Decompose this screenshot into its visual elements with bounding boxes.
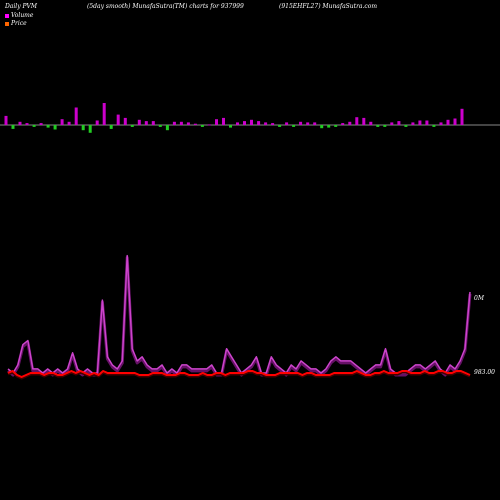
- pvm-bar: [81, 125, 85, 131]
- legend-volume-label: Volume: [11, 12, 34, 19]
- pvm-bar: [390, 122, 394, 125]
- pvm-bar: [362, 117, 366, 125]
- pvm-bar: [376, 125, 380, 127]
- legend-price-label: Price: [11, 20, 27, 27]
- pvm-bar: [60, 119, 64, 125]
- pvm-bar: [229, 125, 232, 128]
- pvm-bar: [425, 120, 429, 125]
- pvm-bar: [397, 121, 401, 125]
- pvm-bar: [236, 122, 239, 125]
- pvm-bar: [74, 107, 78, 125]
- chart-subtitle: (5day smooth) MunafaSutra(TM) charts for…: [87, 3, 244, 10]
- pvm-bar: [439, 122, 443, 125]
- pvm-bar: [151, 121, 155, 125]
- legend-volume-swatch: [5, 13, 9, 18]
- pvm-bar: [123, 117, 127, 125]
- pvm-bar: [222, 117, 225, 125]
- pvm-bar: [207, 124, 211, 126]
- pvm-bar: [144, 121, 148, 125]
- pvm-bar: [411, 122, 415, 125]
- symbol-label: (915EHFL27) MunafaSutra.com: [279, 3, 378, 10]
- pvm-bar: [53, 125, 57, 130]
- price-line: [7, 370, 471, 378]
- pvm-bar: [18, 121, 22, 125]
- pvm-bar: [299, 121, 303, 125]
- pvm-bar: [200, 125, 204, 127]
- pvm-bar: [355, 117, 359, 125]
- pvm-bar: [165, 125, 169, 131]
- pvm-bar: [67, 121, 71, 125]
- pvm-bar: [432, 125, 436, 127]
- pvm-bar: [453, 118, 457, 125]
- pvm-bar: [348, 121, 352, 125]
- pvm-bar: [158, 125, 162, 127]
- pvm-bar: [292, 125, 296, 127]
- pvm-bar: [460, 108, 464, 125]
- pvm-bar: [278, 125, 282, 127]
- pvm-bar: [320, 125, 324, 129]
- pvm-bar: [193, 123, 197, 125]
- pvm-bar: [404, 125, 408, 127]
- pvm-bar: [179, 121, 183, 125]
- pvm-bar: [313, 122, 317, 125]
- pvm-bar: [306, 122, 310, 125]
- legend-price: Price: [5, 20, 27, 27]
- pvm-bar: [285, 122, 289, 125]
- volume-line-shadow: [7, 256, 472, 377]
- pvm-bar: [264, 122, 268, 125]
- pvm-bar: [418, 120, 422, 125]
- pvm-bar: [271, 123, 275, 125]
- pvm-bar: [4, 115, 8, 125]
- pvm-bar: [243, 121, 246, 125]
- volume-line: [7, 254, 471, 374]
- legend-volume: Volume: [5, 12, 33, 19]
- pvm-bar: [39, 123, 43, 125]
- pvm-bar: [25, 123, 29, 125]
- pvm-bar: [109, 125, 113, 129]
- pvm-bar: [383, 125, 387, 127]
- pvm-bar: [446, 119, 450, 125]
- pvm-bar: [116, 114, 120, 125]
- price-end-label: 983.00: [474, 369, 495, 376]
- pvm-bar: [257, 121, 261, 125]
- pvm-bar: [327, 125, 331, 128]
- pvm-bar: [88, 125, 92, 133]
- pvm-bar: [32, 125, 36, 127]
- pvm-bar: [11, 125, 15, 129]
- pvm-bar: [369, 121, 373, 125]
- volume-end-label: 0M: [474, 295, 485, 302]
- legend-price-swatch: [5, 21, 9, 26]
- pvm-bar: [334, 125, 338, 127]
- pvm-bar: [46, 125, 50, 128]
- chart-title: Daily PVM: [5, 3, 38, 10]
- pvm-bar: [95, 120, 99, 125]
- pvm-bar: [341, 123, 345, 125]
- pvm-bar: [130, 125, 134, 127]
- pvm-bar: [215, 119, 218, 125]
- pvm-bar: [137, 119, 141, 125]
- pvm-bar: [186, 122, 190, 125]
- pvm-bar: [172, 121, 176, 125]
- pvm-bar: [250, 119, 253, 125]
- pvm-bar: [102, 103, 106, 125]
